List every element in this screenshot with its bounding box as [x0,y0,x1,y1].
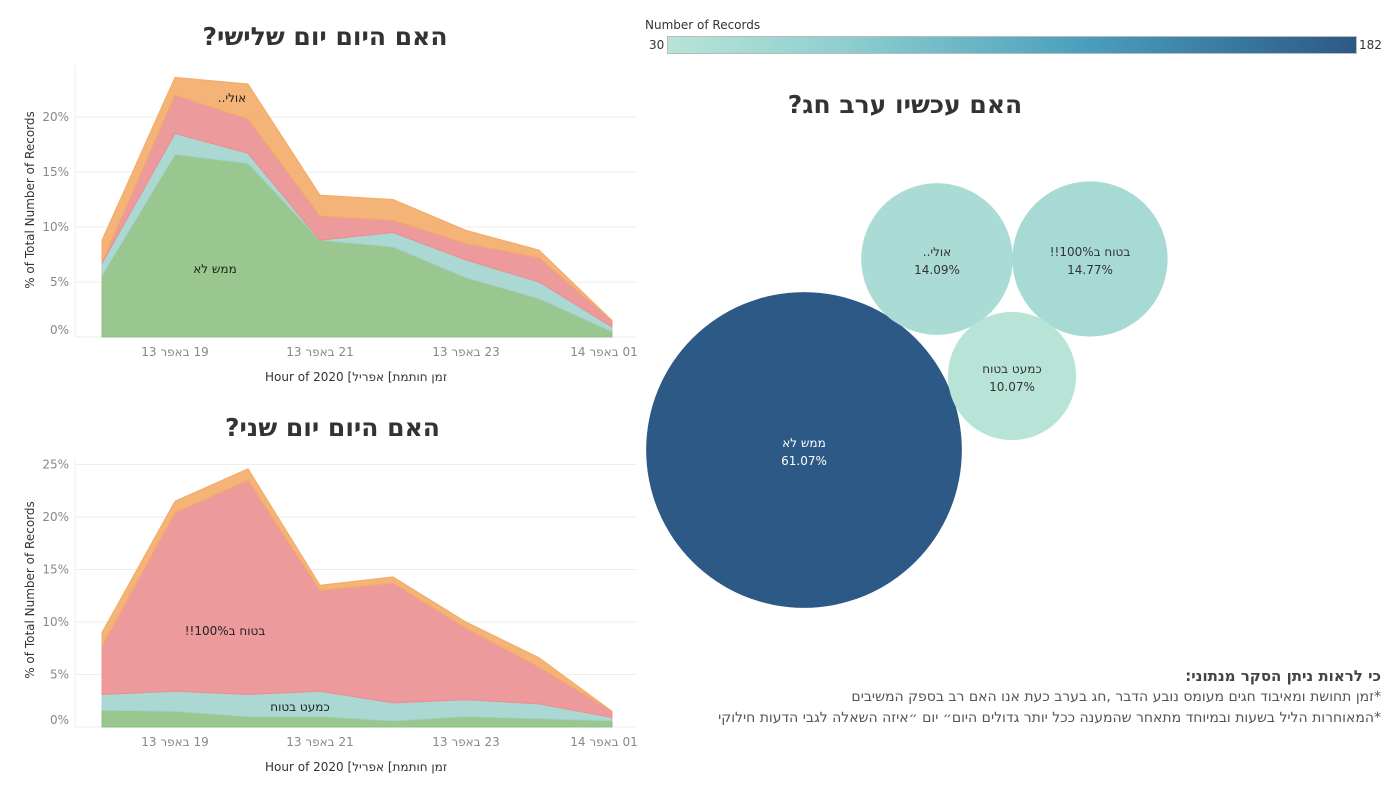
y-tick-label: 0% [50,713,69,727]
notes-line-1: המשיבים בספק רב האם אנו כעת בערב חג, הדב… [851,689,1381,705]
series-label: בטוח ב100%!! [185,624,266,638]
bubble[interactable] [646,292,962,608]
color-legend-title: Number of Records [645,18,761,32]
x-tick-label: 14 באפר 01 [570,735,638,749]
x-tick-label: 14 באפר 01 [570,345,638,359]
bubble-label: בטוח ב100%!! [1050,245,1131,259]
x-axis-title: Hour of 2020 [אפריל [חותמת זמן [265,370,447,384]
area-series-not-at-all[interactable] [101,153,613,338]
y-tick-label: 15% [42,563,69,577]
x-tick-label: 13 באפר 23 [432,735,500,749]
color-legend-gradient [667,36,1357,54]
x-tick-label: 13 באפר 19 [141,735,209,749]
color-legend-min: 30 [649,38,665,52]
y-axis-title: % of Total Number of Records [23,501,37,679]
bubble[interactable] [947,311,1077,441]
chart-title-holiday-eve: האם עכשיו ערב חג? [787,90,1023,119]
x-tick-label: 13 באפר 19 [141,345,209,359]
y-tick-label: 10% [42,615,69,629]
bubble[interactable] [1012,181,1168,337]
bubble-label: כמעט בטוח [982,362,1041,376]
y-axis-title: % of Total Number of Records [23,111,37,289]
series-label: אולי.. [218,91,246,105]
y-tick-label: 0% [50,323,69,337]
area-series-sure-100[interactable] [101,479,613,719]
x-tick-label: 13 באפר 21 [286,345,354,359]
bubble[interactable] [861,183,1013,335]
color-legend-max: 182 [1359,38,1382,52]
area-series-maybe[interactable] [101,468,613,712]
bubble-percent: 14.77% [1067,263,1113,277]
bubble-percent: 14.09% [914,263,960,277]
y-tick-label: 20% [42,110,69,124]
x-tick-label: 13 באפר 21 [286,735,354,749]
y-tick-label: 5% [50,668,69,682]
y-tick-label: 20% [42,510,69,524]
area-chart-0: 0% 5% 10% 15% 20% ממש לא אולי.. % of Total Numb… [23,65,637,338]
y-tick-label: 25% [42,458,69,472]
area-series-maybe[interactable] [101,76,613,321]
series-label: כמעט בטוח [270,700,329,714]
chart-title-tuesday: האם היום יום שלישי? [202,22,448,51]
x-axis-title: Hour of 2020 [אפריל [חותמת זמן [265,760,447,774]
y-tick-label: 5% [50,275,69,289]
bubble-chart: ממש לא 61.07% אולי.. 14.09% בטוח ב100%!! 14.7… [646,181,1168,608]
bubble-label: ממש לא [782,436,825,450]
y-tick-label: 15% [42,165,69,179]
chart-title-monday: האם היום יום שני? [225,413,440,442]
bubble-label: אולי.. [923,245,951,259]
survey-notes: :מנתוני הסקר ניתן לראות כי המשיבים בספק … [718,666,1381,729]
bubble-percent: 61.07% [781,454,827,468]
area-chart-1: 0% 5% 10% 15% 20% 25% כמעט בטוח בטוח ב100%!! % o… [23,458,637,728]
notes-heading: :מנתוני הסקר ניתן לראות כי [1185,667,1381,685]
y-tick-label: 10% [42,220,69,234]
series-label: ממש לא [193,262,236,276]
bubble-percent: 10.07% [989,380,1035,394]
x-tick-label: 13 באפר 23 [432,345,500,359]
notes-line-2: חילוקי הדעות לגבי השאלה ״איזה יום היום״ … [718,710,1381,726]
